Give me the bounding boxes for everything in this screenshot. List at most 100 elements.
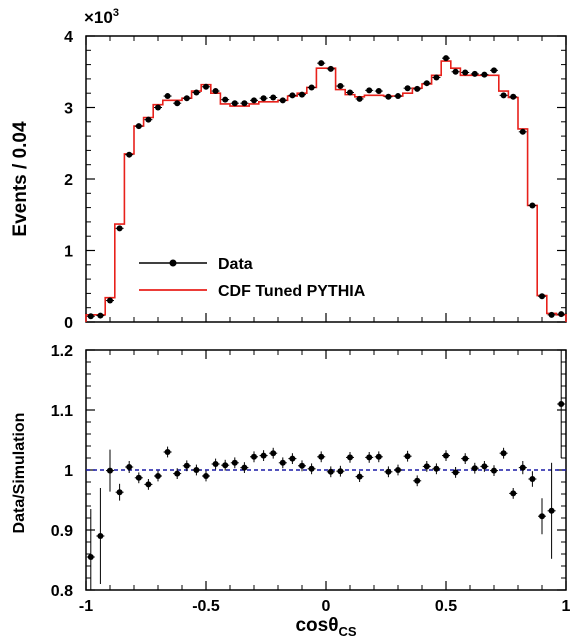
bottom-panel: 0.8 0.9 1 1.1 1.2 -1 -0.5 0 0.5 1 Data/Simulatio…: [11, 343, 571, 639]
ratio-point: [155, 473, 161, 479]
top-y-axis-title: Events / 0.04: [10, 121, 31, 237]
ratio-point: [97, 533, 104, 539]
bottom-ytick-label: 1.1: [51, 403, 73, 420]
ratio-point: [375, 453, 382, 460]
data-point: [308, 84, 315, 91]
ratio-point: [510, 490, 517, 497]
data-point: [356, 95, 363, 102]
data-point: [491, 67, 497, 74]
data-point: [270, 94, 277, 101]
bottom-xtick-label: 1: [562, 598, 571, 615]
top-ytick-label: 2: [64, 172, 73, 189]
simulation-step-line: [85, 60, 567, 322]
top-plot-frame: [85, 35, 567, 323]
legend-label-data: Data: [218, 256, 253, 273]
top-series: [85, 55, 567, 322]
ratio-point: [404, 453, 411, 460]
data-point: [260, 95, 267, 102]
ratio-point: [279, 459, 286, 466]
top-ytick-label: 1: [64, 244, 73, 261]
data-point: [231, 100, 238, 107]
data-point: [327, 65, 334, 72]
data-point: [299, 91, 305, 98]
bottom-y-axis-title: Data/Simulation: [11, 413, 28, 534]
data-point: [318, 60, 325, 67]
bottom-xtick-label: 0: [322, 598, 331, 615]
ratio-point: [231, 459, 238, 466]
data-point: [481, 71, 488, 78]
data-point: [539, 293, 545, 300]
ratio-point: [443, 452, 449, 459]
bottom-ytick-label: 1: [64, 463, 73, 480]
y-multiplier: ×103: [84, 7, 119, 27]
data-point: [279, 97, 286, 104]
ratio-point: [135, 474, 142, 481]
ratio-point: [289, 455, 296, 462]
data-point: [116, 225, 123, 232]
ratio-point: [87, 554, 94, 560]
data-point: [241, 100, 248, 107]
data-point: [107, 297, 113, 304]
data-point: [510, 93, 517, 100]
ratio-point: [241, 464, 248, 471]
ratio-point: [222, 462, 229, 469]
ratio-point: [318, 453, 325, 460]
x-axis-title: cosθCS: [295, 615, 356, 639]
data-point: [126, 151, 133, 158]
legend: Data CDF Tuned PYTHIA: [139, 256, 366, 300]
data-point: [203, 83, 209, 90]
ratio-point: [356, 473, 363, 480]
data-point: [337, 83, 344, 90]
ratio-point: [193, 467, 200, 473]
ratio-point: [327, 468, 334, 475]
ratio-point: [308, 465, 315, 472]
ratio-point: [251, 453, 257, 460]
ratio-point: [519, 464, 526, 471]
data-point: [471, 70, 478, 77]
ratio-point: [347, 454, 353, 461]
ratio-point: [366, 454, 373, 461]
data-point: [375, 88, 382, 95]
ratio-points: [86, 350, 566, 590]
top-ytick-label: 0: [64, 315, 73, 332]
ratio-point: [212, 461, 219, 467]
ratio-point: [395, 467, 401, 473]
ratio-point: [174, 470, 181, 477]
data-point: [183, 95, 190, 102]
bottom-xtick-label: -1: [79, 598, 93, 615]
bottom-xtick-label: 0.5: [435, 598, 457, 615]
ratio-point: [558, 401, 565, 407]
data-point: [500, 92, 507, 99]
data-point: [452, 68, 459, 75]
ratio-point: [260, 452, 267, 459]
data-point: [145, 116, 152, 123]
ratio-point: [500, 450, 507, 457]
ratio-point: [414, 477, 421, 484]
data-point: [193, 89, 200, 96]
top-x-axis-ticks: [85, 36, 567, 322]
data-point: [174, 100, 181, 107]
ratio-point: [164, 449, 171, 455]
ratio-point: [462, 455, 469, 462]
bottom-ytick-label: 0.9: [51, 523, 73, 540]
data-point: [395, 93, 401, 100]
ratio-point: [107, 467, 113, 474]
data-point: [443, 55, 449, 62]
data-point: [519, 128, 526, 135]
bottom-x-axis: -1 -0.5 0 0.5 1: [79, 350, 571, 615]
data-point: [433, 74, 440, 81]
data-point: [251, 97, 257, 104]
data-point: [423, 80, 430, 87]
data-point: [366, 87, 373, 94]
bottom-y-axis: 0.8 0.9 1 1.1 1.2: [51, 343, 566, 600]
data-point: [414, 85, 421, 92]
legend-data-marker: [169, 259, 177, 267]
ratio-point: [539, 513, 545, 520]
ratio-point: [270, 450, 277, 457]
ratio-point: [116, 489, 123, 496]
data-point: [529, 202, 536, 209]
bottom-ytick-label: 0.8: [51, 583, 73, 600]
data-point: [97, 312, 104, 319]
legend-label-pythia: CDF Tuned PYTHIA: [218, 283, 366, 300]
